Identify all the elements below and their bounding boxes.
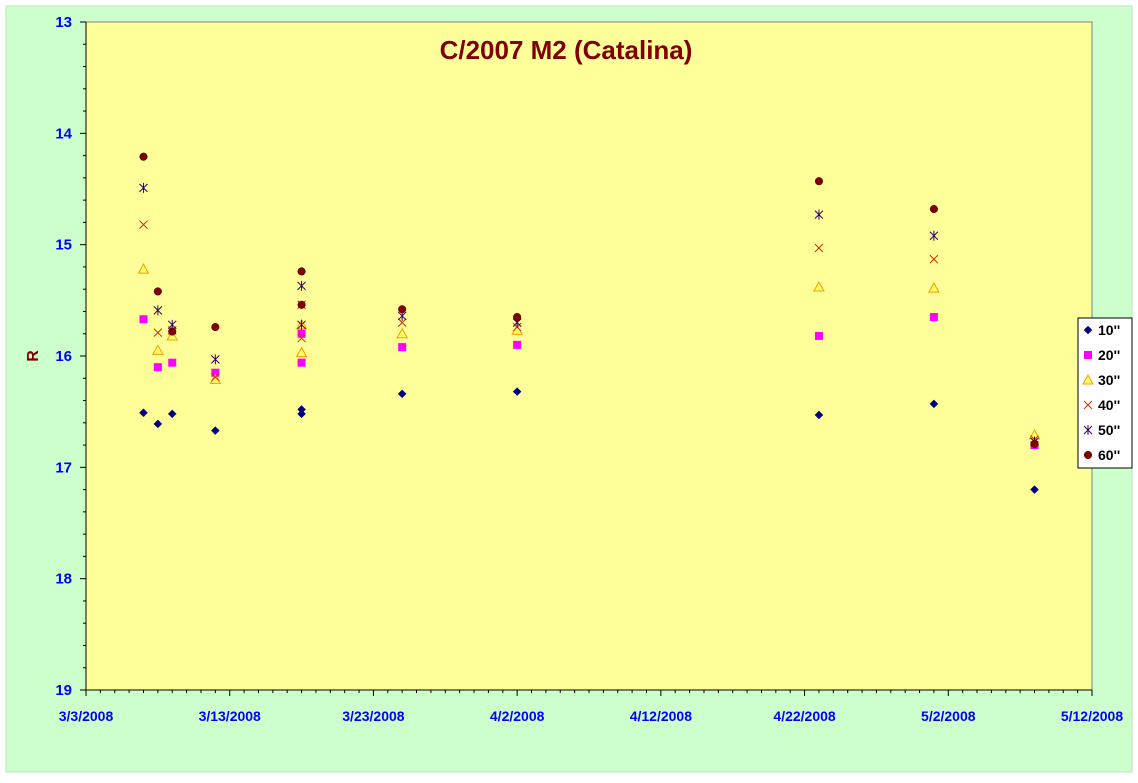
legend-label: 20'' — [1098, 347, 1120, 363]
data-point — [139, 315, 148, 324]
legend: 10'' 20'' 30'' 40'' 50'' 60'' — [1077, 317, 1133, 469]
data-point — [210, 354, 220, 365]
data-point — [929, 399, 939, 409]
data-point — [139, 152, 148, 161]
data-point — [814, 243, 824, 253]
data-point — [139, 408, 148, 418]
series-5 — [139, 182, 1039, 447]
y-tick-label: 18 — [55, 571, 72, 588]
data-point — [210, 426, 220, 435]
data-point — [297, 280, 306, 291]
y-tick-label: 16 — [55, 348, 72, 365]
data-point — [929, 254, 939, 264]
data-point — [814, 177, 823, 186]
data-point — [1030, 439, 1039, 449]
data-point — [139, 220, 148, 229]
data-point — [152, 344, 164, 355]
data-point — [297, 409, 306, 419]
data-point — [168, 358, 177, 367]
legend-marker — [1083, 325, 1093, 335]
data-point — [513, 312, 522, 322]
legend-label: 30'' — [1098, 372, 1120, 388]
data-point — [139, 182, 148, 193]
data-point — [396, 327, 409, 339]
data-point — [513, 340, 522, 349]
series-2 — [139, 313, 1039, 450]
legend-box — [1077, 317, 1133, 469]
data-point — [297, 358, 306, 367]
legend-marker — [1082, 373, 1094, 385]
x-tick-label: 4/12/2008 — [630, 708, 692, 724]
data-point — [167, 409, 177, 419]
x-tick-label: 3/13/2008 — [199, 708, 261, 724]
data-point — [928, 282, 940, 293]
data-point — [397, 318, 407, 327]
x-tick-label: 3/3/2008 — [59, 708, 114, 724]
series-1 — [139, 387, 1039, 494]
x-tick-label: 5/2/2008 — [921, 708, 976, 724]
series-6 — [139, 152, 1039, 449]
data-point — [153, 305, 163, 316]
y-tick-label: 19 — [55, 682, 72, 699]
data-point — [929, 204, 938, 214]
data-point — [398, 305, 407, 314]
plot-background — [85, 21, 1093, 691]
data-point — [929, 230, 939, 241]
y-tick-label: 13 — [55, 14, 72, 31]
legend-label: 10'' — [1098, 322, 1120, 338]
data-point — [814, 331, 823, 340]
data-point — [398, 343, 407, 352]
data-point — [153, 287, 162, 296]
y-axis-label: R — [25, 350, 42, 362]
data-point — [297, 267, 306, 276]
legend-marker — [1083, 425, 1093, 435]
chart-title: C/2007 M2 (Catalina) — [440, 35, 693, 65]
legend-marker — [1084, 351, 1092, 359]
data-point — [397, 389, 407, 399]
data-point — [814, 209, 824, 220]
y-axis: 13 14 15 16 17 18 19 — [55, 14, 87, 699]
data-point — [929, 313, 938, 322]
data-point — [153, 363, 162, 372]
data-points — [137, 152, 1041, 494]
x-tick-label: 4/22/2008 — [773, 708, 835, 724]
legend-label: 50'' — [1098, 422, 1120, 438]
data-point — [168, 327, 177, 336]
data-point — [297, 300, 306, 309]
x-tick-label: 5/12/2008 — [1061, 708, 1123, 724]
data-point — [137, 263, 150, 274]
data-point — [297, 319, 306, 330]
legend-marker — [1083, 450, 1093, 460]
data-point — [211, 368, 220, 377]
x-axis: 3/3/2008 3/13/2008 3/23/2008 4/2/2008 4/12/2… — [59, 689, 1123, 724]
legend-label: 60'' — [1098, 447, 1120, 463]
data-point — [297, 329, 306, 338]
data-point — [153, 419, 163, 429]
y-tick-label: 15 — [55, 237, 72, 254]
y-tick-label: 14 — [55, 125, 72, 142]
data-point — [1030, 485, 1039, 494]
data-point — [297, 333, 306, 343]
legend-label: 40'' — [1098, 397, 1120, 413]
x-tick-label: 4/2/2008 — [490, 708, 545, 724]
legend-marker — [1083, 400, 1093, 410]
data-point — [814, 410, 824, 420]
data-point — [295, 346, 308, 358]
data-point — [209, 373, 222, 384]
data-point — [211, 323, 220, 332]
data-point — [210, 372, 220, 382]
y-tick-label: 17 — [55, 459, 72, 476]
x-tick-label: 3/23/2008 — [342, 708, 404, 724]
data-point — [512, 387, 522, 396]
data-point — [153, 328, 163, 337]
data-point — [813, 280, 825, 292]
